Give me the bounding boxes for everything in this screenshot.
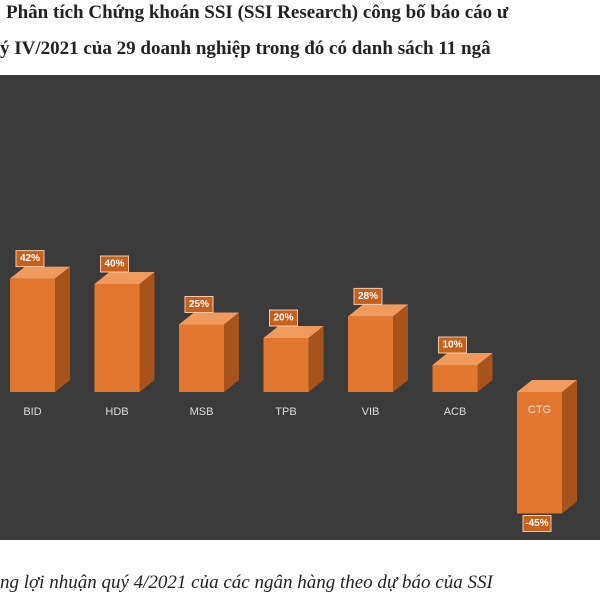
bar-top bbox=[263, 326, 324, 338]
value-label-box bbox=[438, 336, 467, 354]
bar bbox=[348, 316, 393, 392]
chart-background bbox=[0, 75, 600, 540]
article-line: Phân tích Chứng khoán SSI (SSI Research)… bbox=[6, 2, 509, 23]
bar bbox=[94, 284, 140, 392]
x-tick-label: BID bbox=[23, 406, 41, 418]
bar bbox=[179, 324, 224, 392]
value-label: 40% bbox=[104, 259, 124, 270]
x-tick-label: VIB bbox=[362, 406, 380, 418]
value-label-box bbox=[353, 287, 383, 305]
value-label: -45% bbox=[525, 518, 548, 529]
x-tick-label: MSB bbox=[190, 406, 214, 418]
bar bbox=[10, 278, 55, 392]
x-tick-label: ACB bbox=[444, 406, 467, 418]
plot: 42% BID 40% HDB 25% MSB 20% TPB 28% VIB 10% ACB -45%… bbox=[10, 250, 577, 532]
bar-side bbox=[224, 312, 239, 392]
value-label-box bbox=[15, 250, 45, 268]
article-line: ý IV/2021 của 29 doanh nghiệp trong đó c… bbox=[0, 38, 491, 59]
bar-side bbox=[477, 353, 493, 392]
bar bbox=[432, 365, 478, 392]
bar-top bbox=[432, 353, 493, 365]
bar-side bbox=[139, 272, 155, 392]
value-label: 25% bbox=[189, 299, 209, 310]
value-label: 28% bbox=[358, 291, 378, 302]
value-label-box bbox=[100, 255, 129, 273]
x-tick-label: CTG bbox=[528, 404, 551, 416]
x-tick-label: HDB bbox=[105, 406, 128, 418]
bar-top bbox=[517, 380, 577, 392]
bar-side bbox=[55, 266, 70, 392]
value-label: 20% bbox=[273, 313, 293, 324]
value-label: 42% bbox=[20, 253, 40, 264]
value-label: 10% bbox=[442, 340, 462, 351]
bar-top bbox=[94, 272, 155, 284]
value-label-box bbox=[184, 296, 214, 313]
bar-top bbox=[179, 312, 239, 325]
bar-side bbox=[393, 304, 408, 392]
bar-top bbox=[10, 266, 70, 279]
bar-side bbox=[308, 326, 324, 392]
value-label-box bbox=[522, 515, 552, 532]
caption: ng lợi nhuận quý 4/2021 của các ngân hàn… bbox=[0, 572, 494, 593]
value-label-box bbox=[269, 309, 298, 327]
bar bbox=[517, 392, 562, 514]
x-tick-label: TPB bbox=[275, 406, 296, 418]
bar-side bbox=[562, 380, 577, 514]
bar-top bbox=[348, 304, 408, 317]
bar bbox=[263, 338, 309, 392]
